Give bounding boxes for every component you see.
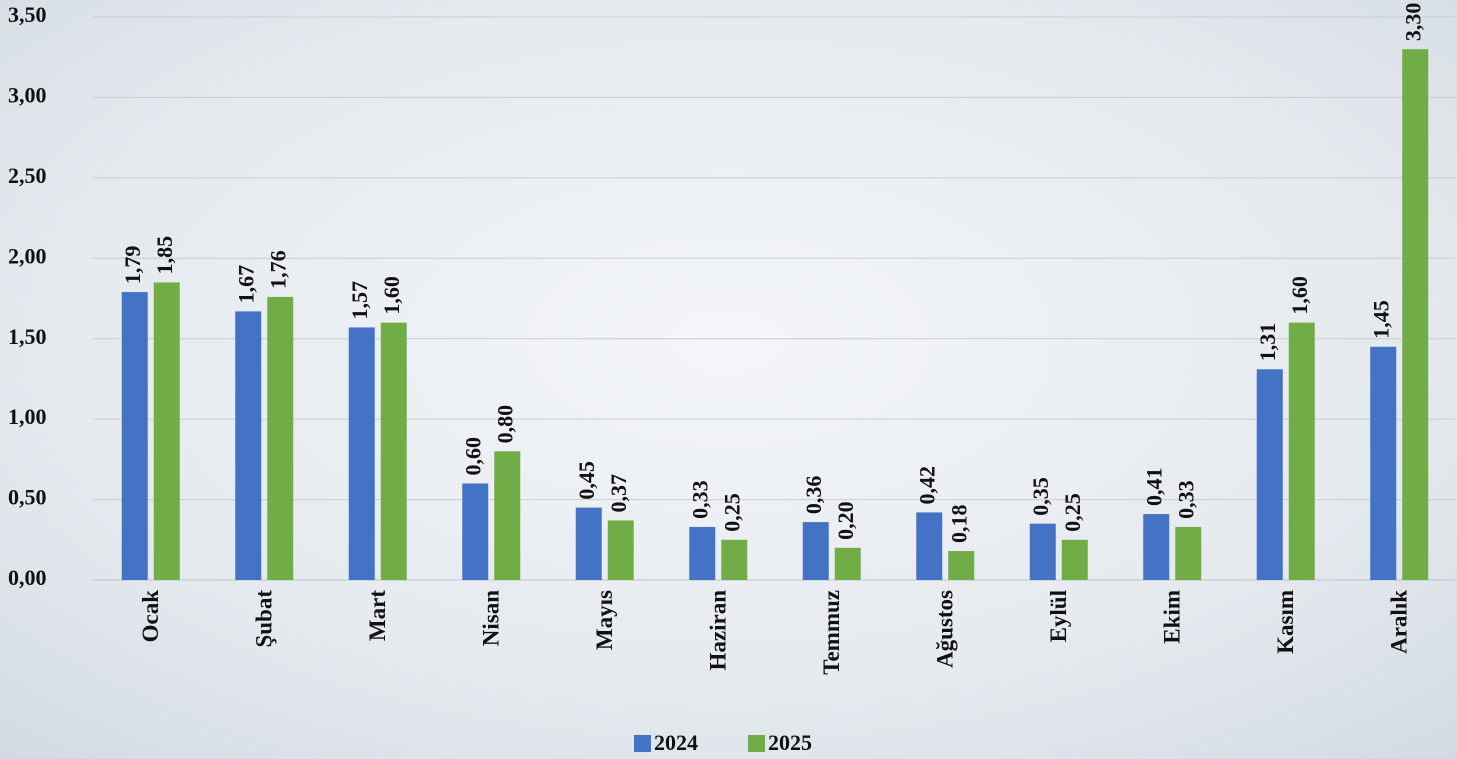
bar	[607, 520, 634, 580]
bar	[1402, 49, 1429, 580]
bar	[1175, 526, 1202, 580]
bar	[235, 311, 262, 580]
bar	[1256, 369, 1283, 580]
bar	[121, 292, 148, 580]
value-label: 0,41	[1141, 468, 1166, 507]
bar	[834, 547, 861, 580]
bar	[1370, 346, 1397, 580]
value-label: 0,36	[801, 476, 826, 515]
y-tick-label: 1,50	[8, 324, 47, 349]
bar	[267, 296, 294, 580]
y-tick-label: 0,00	[8, 565, 47, 590]
legend-swatch	[634, 735, 651, 752]
bar	[1288, 322, 1315, 580]
bar	[802, 522, 829, 580]
bar	[916, 512, 943, 580]
x-tick-label: Ocak	[138, 590, 163, 643]
bar	[948, 551, 975, 580]
value-label: 0,35	[1028, 477, 1053, 516]
x-tick-label: Temmuz	[819, 590, 844, 675]
x-tick-label: Haziran	[706, 590, 731, 671]
bar	[721, 539, 748, 580]
value-label: 3,30	[1400, 3, 1425, 42]
y-tick-label: 2,50	[8, 163, 47, 188]
bar	[1061, 539, 1088, 580]
value-label: 0,25	[1060, 493, 1085, 532]
legend-swatch	[748, 735, 765, 752]
value-label: 0,60	[460, 437, 485, 476]
bar	[380, 322, 407, 580]
y-tick-label: 3,50	[8, 2, 47, 27]
y-tick-label: 3,00	[8, 82, 47, 107]
x-tick-label: Ekim	[1160, 590, 1185, 644]
value-label: 0,18	[946, 505, 971, 544]
value-label: 0,20	[833, 501, 858, 540]
value-label: 1,67	[233, 265, 258, 304]
bar	[494, 451, 521, 580]
value-label: 1,60	[379, 276, 404, 315]
legend-label: 2025	[768, 730, 812, 755]
bar	[153, 282, 180, 580]
x-tick-label: Ağustos	[933, 590, 958, 668]
bar	[1143, 514, 1170, 580]
y-tick-label: 2,00	[8, 243, 47, 268]
value-label: 0,37	[606, 474, 631, 513]
x-tick-label: Kasım	[1273, 590, 1298, 654]
bar	[462, 483, 489, 580]
x-tick-label: Nisan	[479, 590, 504, 646]
bar	[689, 526, 716, 580]
value-label: 1,31	[1255, 323, 1280, 362]
bar	[1029, 523, 1056, 580]
value-label: 0,33	[687, 480, 712, 519]
value-label: 1,45	[1368, 300, 1393, 339]
value-label: 0,25	[719, 493, 744, 532]
value-label: 1,57	[347, 281, 372, 320]
value-label: 1,79	[120, 246, 145, 285]
y-tick-label: 1,00	[8, 404, 47, 429]
value-label: 0,42	[914, 466, 939, 505]
x-tick-label: Mart	[365, 590, 390, 641]
value-label: 0,45	[574, 461, 599, 500]
x-tick-label: Aralık	[1387, 590, 1412, 654]
legend-label: 2024	[654, 730, 698, 755]
value-label: 0,80	[492, 405, 517, 444]
x-tick-label: Mayıs	[592, 590, 617, 650]
value-label: 1,76	[265, 250, 290, 289]
x-tick-label: Şubat	[252, 590, 277, 648]
bar	[348, 327, 375, 580]
bar	[575, 507, 602, 580]
value-label: 1,60	[1287, 276, 1312, 315]
y-tick-label: 0,50	[8, 485, 47, 510]
value-label: 1,85	[152, 236, 177, 275]
x-tick-label: Eylül	[1046, 590, 1071, 642]
value-label: 0,33	[1173, 480, 1198, 519]
